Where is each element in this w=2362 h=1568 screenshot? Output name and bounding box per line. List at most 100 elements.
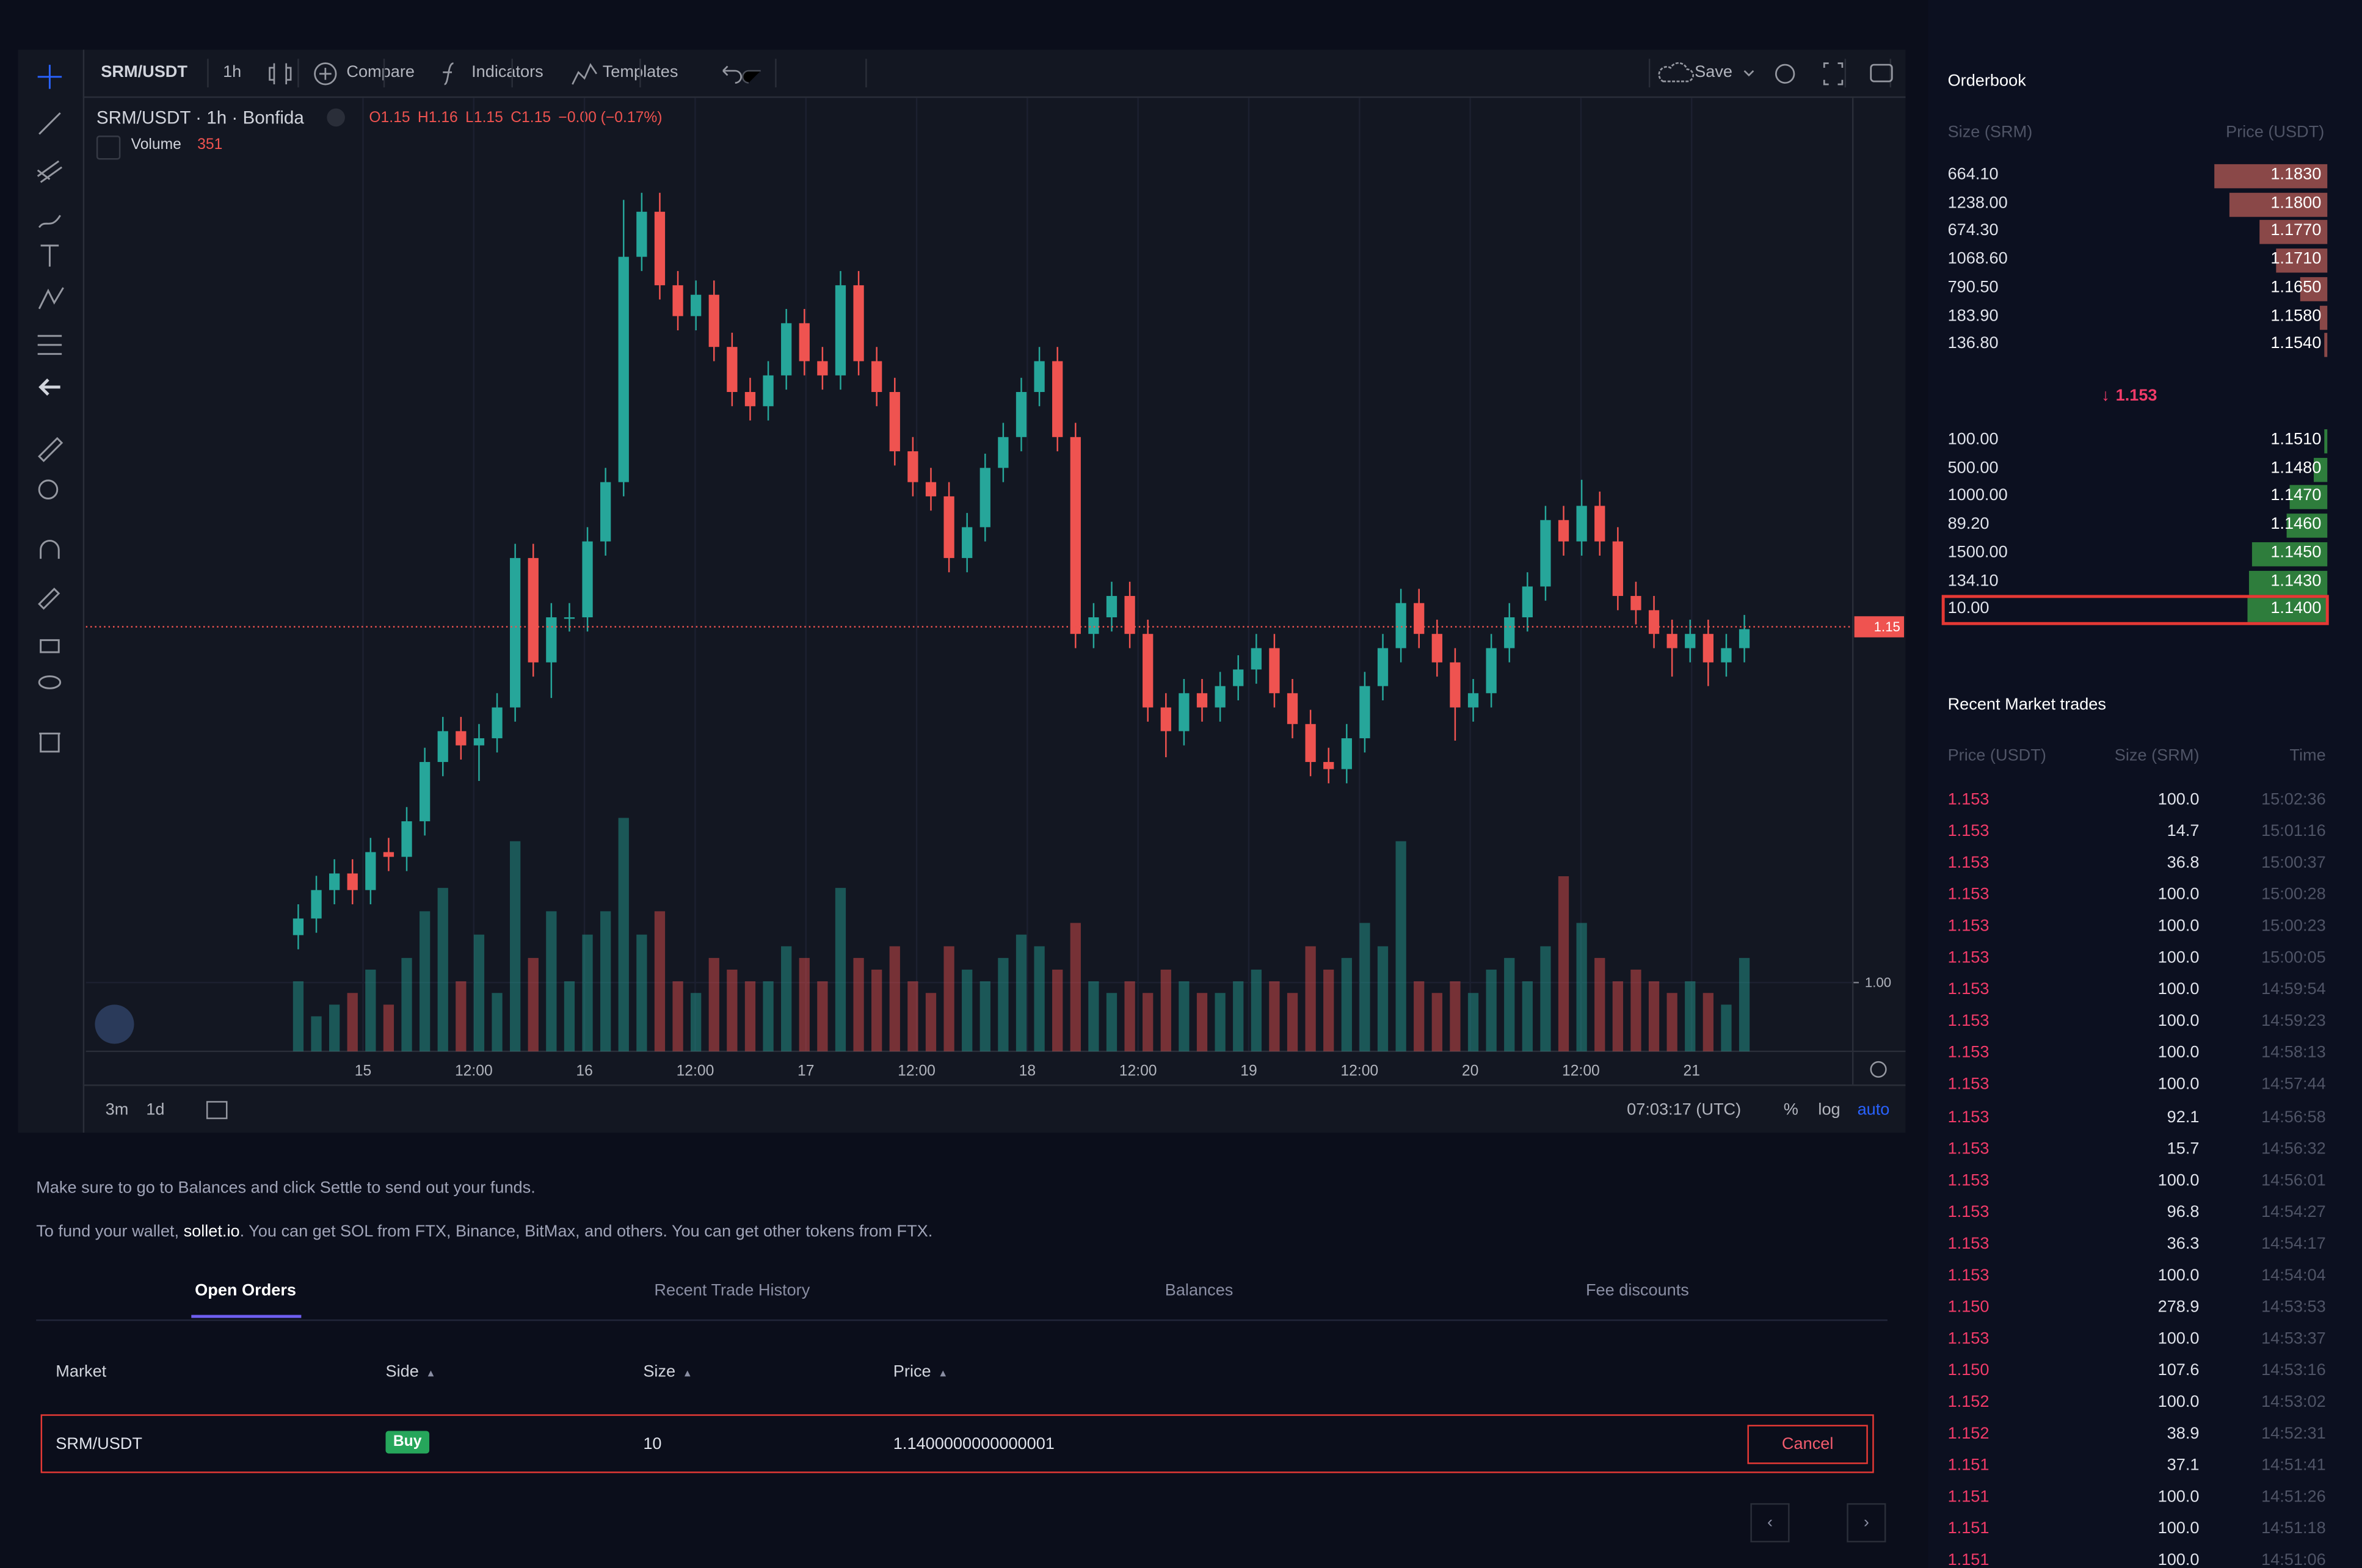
candle-type-icon[interactable]	[269, 63, 292, 85]
candle-body	[1251, 648, 1262, 670]
save-button[interactable]: Save	[1695, 63, 1733, 82]
candle-body	[1630, 596, 1641, 611]
candle-body	[383, 852, 394, 857]
trade-price: 1.153	[1947, 1235, 1990, 1253]
price-cell: 1.1400000000000001	[893, 1435, 1055, 1454]
lock-draw-icon[interactable]	[38, 587, 60, 610]
candle-body	[365, 852, 376, 890]
trade-price: 1.153	[1947, 917, 1990, 936]
settings-icon[interactable]	[1775, 64, 1795, 84]
volume-bar	[1143, 993, 1154, 1051]
hide-button[interactable]	[327, 108, 345, 127]
tab[interactable]: Balances	[1165, 1282, 1234, 1300]
cancel-button[interactable]: Cancel	[1747, 1425, 1868, 1464]
ruler-icon[interactable]	[38, 437, 64, 462]
ob-price: 1.1770	[2270, 222, 2322, 241]
candle-body	[1323, 761, 1334, 769]
zoom-icon[interactable]	[38, 479, 59, 499]
trade-price: 1.150	[1947, 1361, 1990, 1380]
ohlc-key: L	[465, 110, 474, 127]
volume-bar	[1359, 923, 1370, 1051]
line-tool-icon[interactable]	[38, 112, 61, 135]
trade-time: 14:56:58	[2261, 1108, 2326, 1126]
ob-price: 1.1650	[2270, 278, 2322, 297]
volume-value: 351	[197, 137, 223, 154]
ob-price: 1.1450	[2270, 543, 2322, 562]
trade-time: 14:51:18	[2261, 1520, 2326, 1538]
candle-body	[889, 391, 900, 452]
indicators-icon[interactable]	[443, 62, 454, 85]
sollet-link[interactable]: sollet.io	[183, 1223, 240, 1241]
symbol[interactable]: SRM/USDT	[101, 63, 188, 82]
measure-icon[interactable]	[37, 335, 62, 355]
dropdown-icon[interactable]	[1743, 70, 1754, 77]
tab[interactable]: Recent Trade History	[654, 1282, 810, 1300]
camera-icon[interactable]	[1870, 64, 1893, 82]
tab[interactable]: Open Orders	[195, 1282, 297, 1300]
candle-body	[962, 527, 973, 558]
back-icon[interactable]	[38, 378, 60, 396]
magnet-icon[interactable]	[40, 540, 60, 559]
percent-toggle[interactable]: %	[1783, 1101, 1798, 1119]
volume-bar	[1124, 981, 1135, 1051]
volume-bar	[1106, 993, 1117, 1051]
volume-bar	[1414, 981, 1425, 1051]
auto-toggle[interactable]: auto	[1857, 1101, 1890, 1119]
trade-time: 14:59:23	[2261, 1012, 2326, 1031]
volume-bar	[1685, 981, 1696, 1051]
ohlc-item: C1.15	[511, 110, 551, 126]
volume-bar	[1070, 923, 1081, 1051]
volume-bar	[781, 946, 792, 1051]
range-button[interactable]: 3m	[105, 1101, 129, 1119]
note-text: To fund your wallet,	[36, 1223, 184, 1241]
fullscreen-icon[interactable]	[1823, 62, 1844, 85]
candle-body	[799, 323, 810, 361]
pattern-icon[interactable]	[38, 287, 64, 310]
next-page[interactable]: ›	[1847, 1503, 1886, 1543]
column-header[interactable]: Size ▴	[643, 1363, 691, 1382]
top-toolbar	[82, 49, 1906, 98]
candle-body	[1721, 648, 1732, 662]
undo-icon[interactable]	[722, 65, 743, 84]
date-range-icon[interactable]	[206, 1101, 228, 1119]
text-icon[interactable]	[40, 244, 59, 267]
candle-body	[691, 294, 702, 316]
lock-icon[interactable]	[40, 639, 60, 653]
candle-body	[437, 731, 448, 762]
redo-icon[interactable]	[741, 70, 761, 84]
candle-body	[907, 451, 918, 482]
prev-page[interactable]: ‹	[1750, 1503, 1790, 1543]
volume-bar	[1052, 970, 1063, 1051]
trade-price: 1.153	[1947, 1203, 1990, 1221]
fib-icon[interactable]	[37, 160, 62, 183]
candle-body	[1540, 520, 1551, 587]
eye-icon[interactable]	[38, 675, 62, 689]
tab[interactable]: Fee discounts	[1585, 1282, 1689, 1300]
volume-bar	[401, 957, 412, 1051]
indicators-button[interactable]: Indicators	[471, 63, 543, 82]
log-toggle[interactable]: log	[1818, 1101, 1841, 1119]
trash-icon[interactable]	[39, 732, 60, 753]
axis-settings-icon[interactable]	[1870, 1061, 1887, 1078]
brush-icon[interactable]	[38, 214, 61, 228]
cloud-icon[interactable]	[1658, 62, 1695, 82]
templates-icon[interactable]	[572, 63, 597, 85]
mid-value: 1.153	[2115, 387, 2157, 405]
volume-bar	[708, 957, 719, 1051]
collapse-button[interactable]	[96, 136, 121, 160]
chart-title: SRM/USDT · 1h · Bonfida	[96, 107, 304, 128]
compare-icon[interactable]	[314, 62, 337, 85]
x-tick-label: 12:00	[455, 1062, 493, 1079]
crosshair-icon[interactable]	[37, 65, 62, 89]
range-button[interactable]: 1d	[146, 1101, 165, 1119]
compare-button[interactable]: Compare	[346, 63, 415, 82]
interval[interactable]: 1h	[223, 63, 242, 82]
trade-price: 1.153	[1947, 1012, 1990, 1031]
trade-header: Time	[2289, 747, 2326, 766]
volume-bar	[1160, 970, 1171, 1051]
x-tick-label: 16	[576, 1062, 592, 1079]
column-header[interactable]: Side ▴	[385, 1363, 434, 1382]
volume-bar	[672, 981, 683, 1051]
column-header[interactable]: Price ▴	[893, 1363, 947, 1382]
trade-size: 96.8	[2167, 1203, 2200, 1221]
